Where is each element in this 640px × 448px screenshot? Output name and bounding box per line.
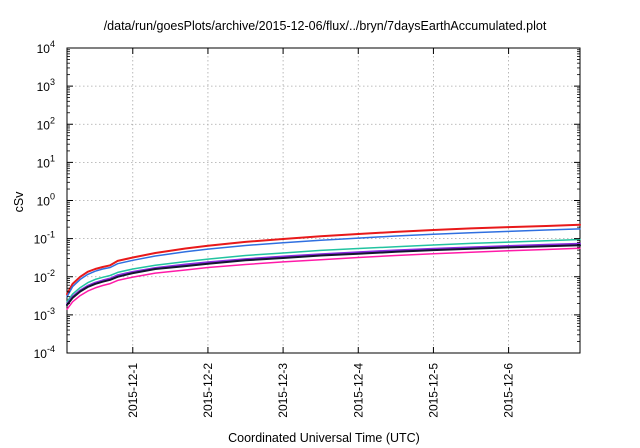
y-tick-label: 103	[37, 77, 55, 94]
series-line-2	[66, 228, 581, 298]
y-tick-label: 10-3	[34, 306, 55, 323]
series-line-4	[66, 242, 581, 306]
x-tick-label: 2015-12-4	[351, 363, 365, 418]
grid-lines	[67, 48, 580, 353]
series-line-6	[66, 247, 581, 311]
y-tick-label: 101	[37, 153, 55, 170]
x-axis-label: Coordinated Universal Time (UTC)	[228, 431, 420, 445]
series-group	[66, 223, 581, 311]
x-tick-label: 2015-12-3	[276, 363, 290, 418]
x-axis-ticks: 2015-12-1 2015-12-2 2015-12-3 2015-12-4 2015…	[126, 48, 516, 418]
y-tick-label: 102	[37, 115, 55, 132]
y-tick-label: 10-1	[34, 230, 55, 247]
series-line-3	[66, 238, 581, 303]
chart-title: /data/run/goesPlots/archive/2015-12-06/f…	[104, 19, 547, 33]
y-tick-label: 100	[37, 192, 55, 209]
y-axis-label: cSv	[12, 191, 26, 213]
x-tick-label: 2015-12-6	[502, 363, 516, 418]
x-tick-label: 2015-12-1	[126, 363, 140, 418]
x-tick-label: 2015-12-5	[426, 363, 440, 418]
series-line-1	[66, 223, 581, 296]
y-tick-label: 10-4	[34, 344, 55, 361]
y-tick-label: 10-2	[34, 268, 55, 285]
y-tick-label: 104	[37, 39, 55, 56]
series-line-5	[66, 244, 581, 307]
y-axis-ticks: 10-4 10-3 10-2 10-1 100 101 102 103 104	[34, 39, 580, 361]
x-tick-label: 2015-12-2	[201, 363, 215, 418]
